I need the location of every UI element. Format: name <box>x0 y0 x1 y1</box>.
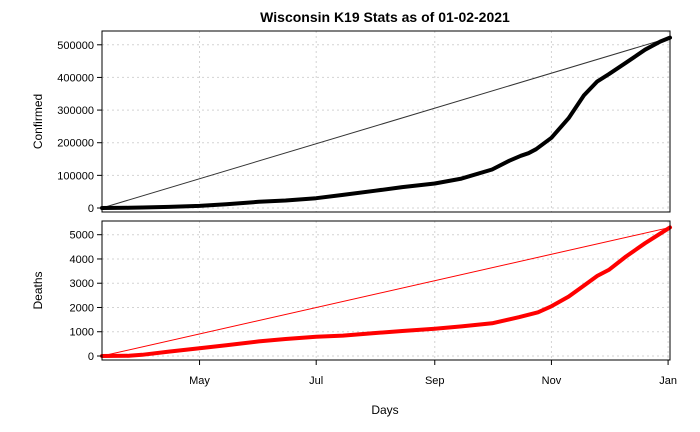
x-tick-label: Nov <box>542 375 562 387</box>
x-tick-label: Sep <box>425 375 445 387</box>
y-tick-label: 300000 <box>57 105 94 117</box>
trend-line <box>101 226 671 357</box>
plot-frame <box>101 30 671 213</box>
y-tick-label: 0 <box>88 203 94 215</box>
y-tick-label: 1000 <box>70 327 94 339</box>
y-tick-label: 200000 <box>57 138 94 150</box>
confirmed-series-line <box>100 35 672 210</box>
y-tick-label: 500000 <box>57 40 94 52</box>
x-tick-label: Jul <box>309 375 323 387</box>
y-tick-label: 5000 <box>70 230 94 242</box>
deaths-series-line <box>100 225 672 358</box>
y-axis-label: Confirmed <box>31 94 45 149</box>
y-tick-label: 3000 <box>70 278 94 290</box>
confirmed-panel: 0 100000 200000 300000 400000 500000 Confirmed <box>31 30 672 215</box>
x-axis-label: Days <box>371 403 398 417</box>
y-axis-label: Deaths <box>31 271 45 309</box>
plot-frame <box>101 220 671 361</box>
chart-title: Wisconsin K19 Stats as of 01-02-2021 <box>260 9 510 25</box>
y-tick-label: 400000 <box>57 72 94 84</box>
x-tick-label: Jan <box>659 375 677 387</box>
y-tick-label: 100000 <box>57 170 94 182</box>
trend-line <box>101 37 671 209</box>
y-tick-label: 0 <box>88 351 94 363</box>
y-tick-label: 2000 <box>70 302 94 314</box>
y-tick-label: 4000 <box>70 254 94 266</box>
deaths-panel: 0 1000 2000 3000 4000 5000 Deaths May Jul Sep Nov J… <box>31 220 677 387</box>
x-tick-label: May <box>189 375 210 387</box>
